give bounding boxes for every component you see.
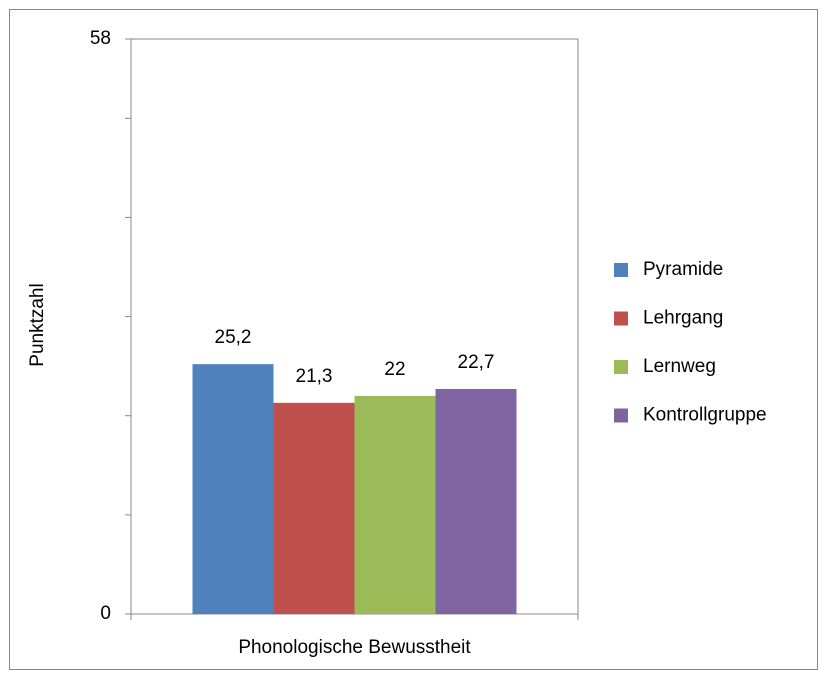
bar	[192, 364, 274, 614]
legend-swatch	[614, 263, 628, 277]
legend-swatch	[614, 408, 628, 423]
data-label: 25,2	[215, 327, 252, 348]
legend-swatch	[614, 360, 628, 374]
x-tick-label: Phonologische Bewusstheit	[238, 637, 471, 658]
y-tick-label: 0	[100, 603, 111, 624]
legend-swatch	[614, 311, 628, 326]
legend-label: Lehrgang	[643, 308, 723, 329]
plot-border	[131, 38, 579, 614]
bar	[273, 402, 355, 614]
data-label: 22,7	[458, 352, 495, 373]
legend-label: Pyramide	[643, 259, 723, 280]
y-axis-title: Punktzahl	[27, 283, 48, 366]
legend-label: Lernweg	[643, 356, 716, 377]
bar	[435, 388, 517, 614]
y-tick-label: 58	[90, 28, 111, 49]
legend-label: Kontrollgruppe	[643, 405, 767, 426]
data-label: 22	[384, 359, 405, 380]
bar	[354, 395, 436, 614]
data-label: 21,3	[296, 366, 333, 387]
